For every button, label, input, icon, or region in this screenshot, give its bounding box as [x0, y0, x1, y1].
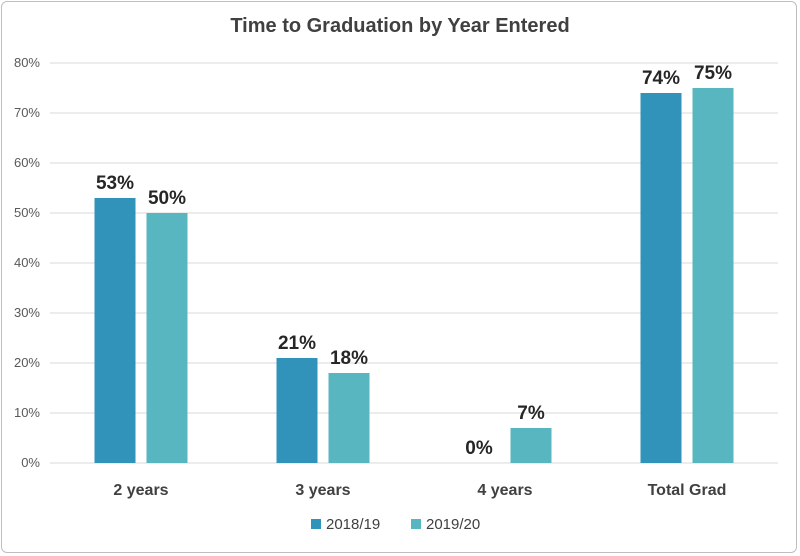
x-category-label: 3 years — [295, 482, 350, 499]
data-label: 0% — [465, 438, 493, 459]
data-labels: 53% 50% 21% 18% 0% 7% 74% 75% — [96, 63, 732, 459]
legend: 2018/19 2019/20 — [311, 516, 480, 533]
y-tick-label: 0% — [21, 455, 40, 470]
y-tick-label: 50% — [14, 205, 40, 220]
data-label: 75% — [694, 63, 732, 84]
legend-swatch — [311, 519, 321, 529]
bar — [94, 198, 136, 463]
y-tick-label: 60% — [14, 155, 40, 170]
legend-label: 2018/19 — [326, 516, 380, 533]
data-label: 21% — [278, 333, 316, 354]
y-tick-label: 30% — [14, 305, 40, 320]
data-label: 7% — [517, 403, 545, 424]
y-tick-label: 70% — [14, 105, 40, 120]
x-category-label: Total Grad — [648, 482, 727, 499]
legend-label: 2019/20 — [426, 516, 480, 533]
y-tick-label: 40% — [14, 255, 40, 270]
data-label: 74% — [642, 68, 680, 89]
bar — [510, 428, 552, 463]
bar — [640, 93, 682, 463]
category-labels: 2 years 3 years 4 years Total Grad — [113, 482, 726, 499]
bar — [328, 373, 370, 463]
y-tick-label: 10% — [14, 405, 40, 420]
data-label: 53% — [96, 173, 134, 194]
bar — [692, 88, 734, 463]
data-label: 50% — [148, 188, 186, 209]
bars — [94, 88, 734, 463]
bar — [146, 213, 188, 463]
chart-title: Time to Graduation by Year Entered — [230, 15, 570, 37]
data-label: 18% — [330, 348, 368, 369]
legend-swatch — [411, 519, 421, 529]
y-axis-ticks: 0% 10% 20% 30% 40% 50% 60% 70% 80% — [14, 55, 40, 470]
x-category-label: 2 years — [113, 482, 168, 499]
y-tick-label: 80% — [14, 55, 40, 70]
bar — [276, 358, 318, 463]
x-category-label: 4 years — [477, 482, 532, 499]
y-tick-label: 20% — [14, 355, 40, 370]
